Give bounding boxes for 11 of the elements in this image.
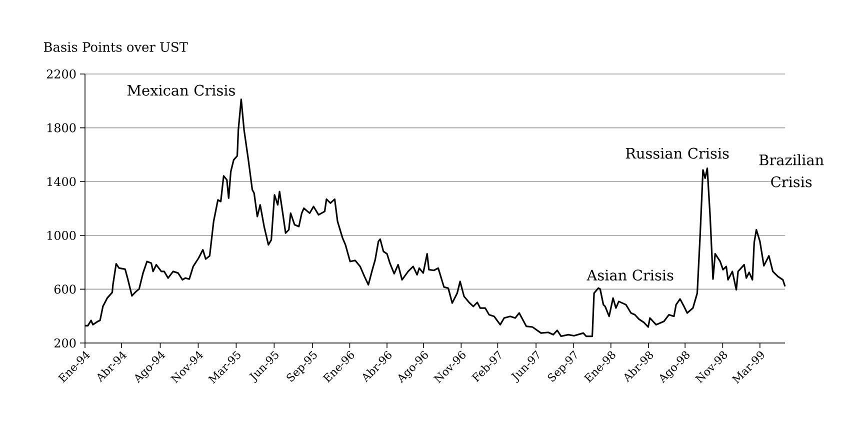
y-tick-label: 600 xyxy=(54,284,76,294)
annotation: Brazilian Crisis xyxy=(759,154,824,188)
annotation: Asian Crisis xyxy=(586,270,674,281)
annotation: Russian Crisis xyxy=(626,148,729,159)
y-tick-label: 1800 xyxy=(48,123,76,132)
y-tick-label: 1000 xyxy=(48,230,76,240)
y-tick-label: 200 xyxy=(54,338,76,348)
y-tick-label: 2200 xyxy=(46,69,76,79)
y-axis-title: Basis Points over UST xyxy=(44,42,188,52)
annotation: Mexican Crisis xyxy=(127,84,235,96)
y-tick-label: 1400 xyxy=(48,177,76,186)
